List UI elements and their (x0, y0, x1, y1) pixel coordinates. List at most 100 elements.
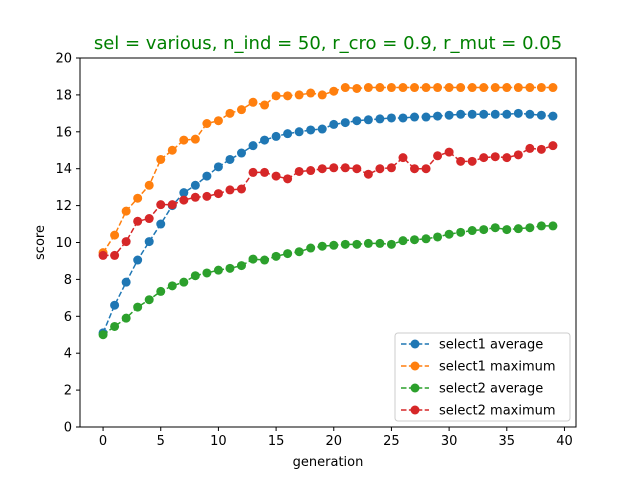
series-point (410, 235, 420, 245)
series-point (121, 277, 131, 287)
series-point (121, 313, 131, 323)
legend-marker (410, 405, 420, 415)
series-point (398, 113, 408, 123)
series-point (421, 112, 431, 122)
series-point (525, 223, 535, 233)
series-point (502, 109, 512, 119)
series-point (352, 83, 362, 93)
series-point (306, 88, 316, 98)
series-point (398, 236, 408, 246)
series-point (456, 109, 466, 119)
series-point (202, 191, 212, 201)
series-line-4 (103, 144, 554, 257)
series-point (433, 83, 443, 93)
series-point (340, 163, 350, 173)
y-tick-label: 20 (55, 52, 72, 67)
series-point (283, 129, 293, 139)
series-point (548, 221, 558, 231)
series-point (490, 109, 500, 119)
series-point (167, 281, 177, 291)
series-point (433, 151, 443, 161)
series-point (398, 153, 408, 163)
series-point (329, 240, 339, 250)
axes: 0 5 10 15 20 25 30 35 40 0 2 4 6 8 10 12 14 16 18 20 (55, 52, 572, 450)
series-point (317, 124, 327, 134)
series-point (156, 200, 166, 210)
series-point (340, 83, 350, 93)
series-point (352, 116, 362, 126)
chart-title: sel = various, n_ind = 50, r_cro = 0.9, … (94, 33, 562, 54)
series-point (213, 116, 223, 126)
series-point (456, 227, 466, 237)
series-point (479, 109, 489, 119)
series-point (98, 250, 108, 260)
series-point (271, 251, 281, 261)
series-point (317, 90, 327, 100)
series-point (329, 163, 339, 173)
series-point (190, 134, 200, 144)
series-point (133, 193, 143, 203)
series-point (190, 192, 200, 202)
legend-marker (410, 383, 420, 393)
series-point (294, 247, 304, 257)
series-point (260, 100, 270, 110)
series-point (121, 237, 131, 247)
series-point (513, 224, 523, 234)
x-tick-label: 20 (325, 434, 342, 449)
series-point (156, 286, 166, 296)
y-tick-label: 8 (64, 273, 72, 288)
series-point (179, 277, 189, 287)
y-tick-label: 18 (55, 88, 72, 103)
series-point (410, 164, 420, 174)
y-tick-label: 2 (64, 384, 72, 399)
x-tick-label: 25 (383, 434, 400, 449)
series-point (340, 118, 350, 128)
x-tick-label: 30 (441, 434, 458, 449)
y-axis-label: score (33, 225, 48, 260)
series-point (110, 321, 120, 331)
legend-entry-label: select1 average (439, 338, 543, 353)
series-point (98, 330, 108, 340)
series-point (133, 302, 143, 312)
series-point (306, 243, 316, 253)
series-point (144, 237, 154, 247)
series-point (386, 163, 396, 173)
series-point (548, 111, 558, 121)
series-point (456, 156, 466, 166)
series-point (444, 110, 454, 120)
series-point (202, 171, 212, 181)
series-point (248, 167, 258, 177)
series-point (467, 109, 477, 119)
series-point (352, 239, 362, 249)
legend-entry-label: select2 average (439, 382, 543, 397)
series-point (156, 219, 166, 229)
series-point (513, 150, 523, 160)
series-point (260, 135, 270, 145)
series-point (144, 295, 154, 305)
series-point (271, 131, 281, 141)
series-point (133, 255, 143, 265)
series-point (225, 263, 235, 273)
series-point (317, 164, 327, 174)
y-tick-label: 12 (55, 199, 72, 214)
series-point (490, 223, 500, 233)
series-point (294, 127, 304, 137)
series-point (421, 83, 431, 93)
series-point (513, 83, 523, 93)
series-point (548, 83, 558, 93)
legend-entry-label: select1 maximum (439, 360, 556, 375)
series-point (167, 200, 177, 210)
y-tick-label: 14 (55, 162, 72, 177)
series-point (213, 265, 223, 275)
series-point (190, 180, 200, 190)
series-point (156, 154, 166, 164)
series-point (363, 238, 373, 248)
series-point (133, 216, 143, 226)
legend-box (394, 332, 571, 422)
series-point (467, 226, 477, 236)
series-point (502, 153, 512, 163)
series-point (386, 83, 396, 93)
series-point (236, 261, 246, 271)
series-point (225, 108, 235, 118)
